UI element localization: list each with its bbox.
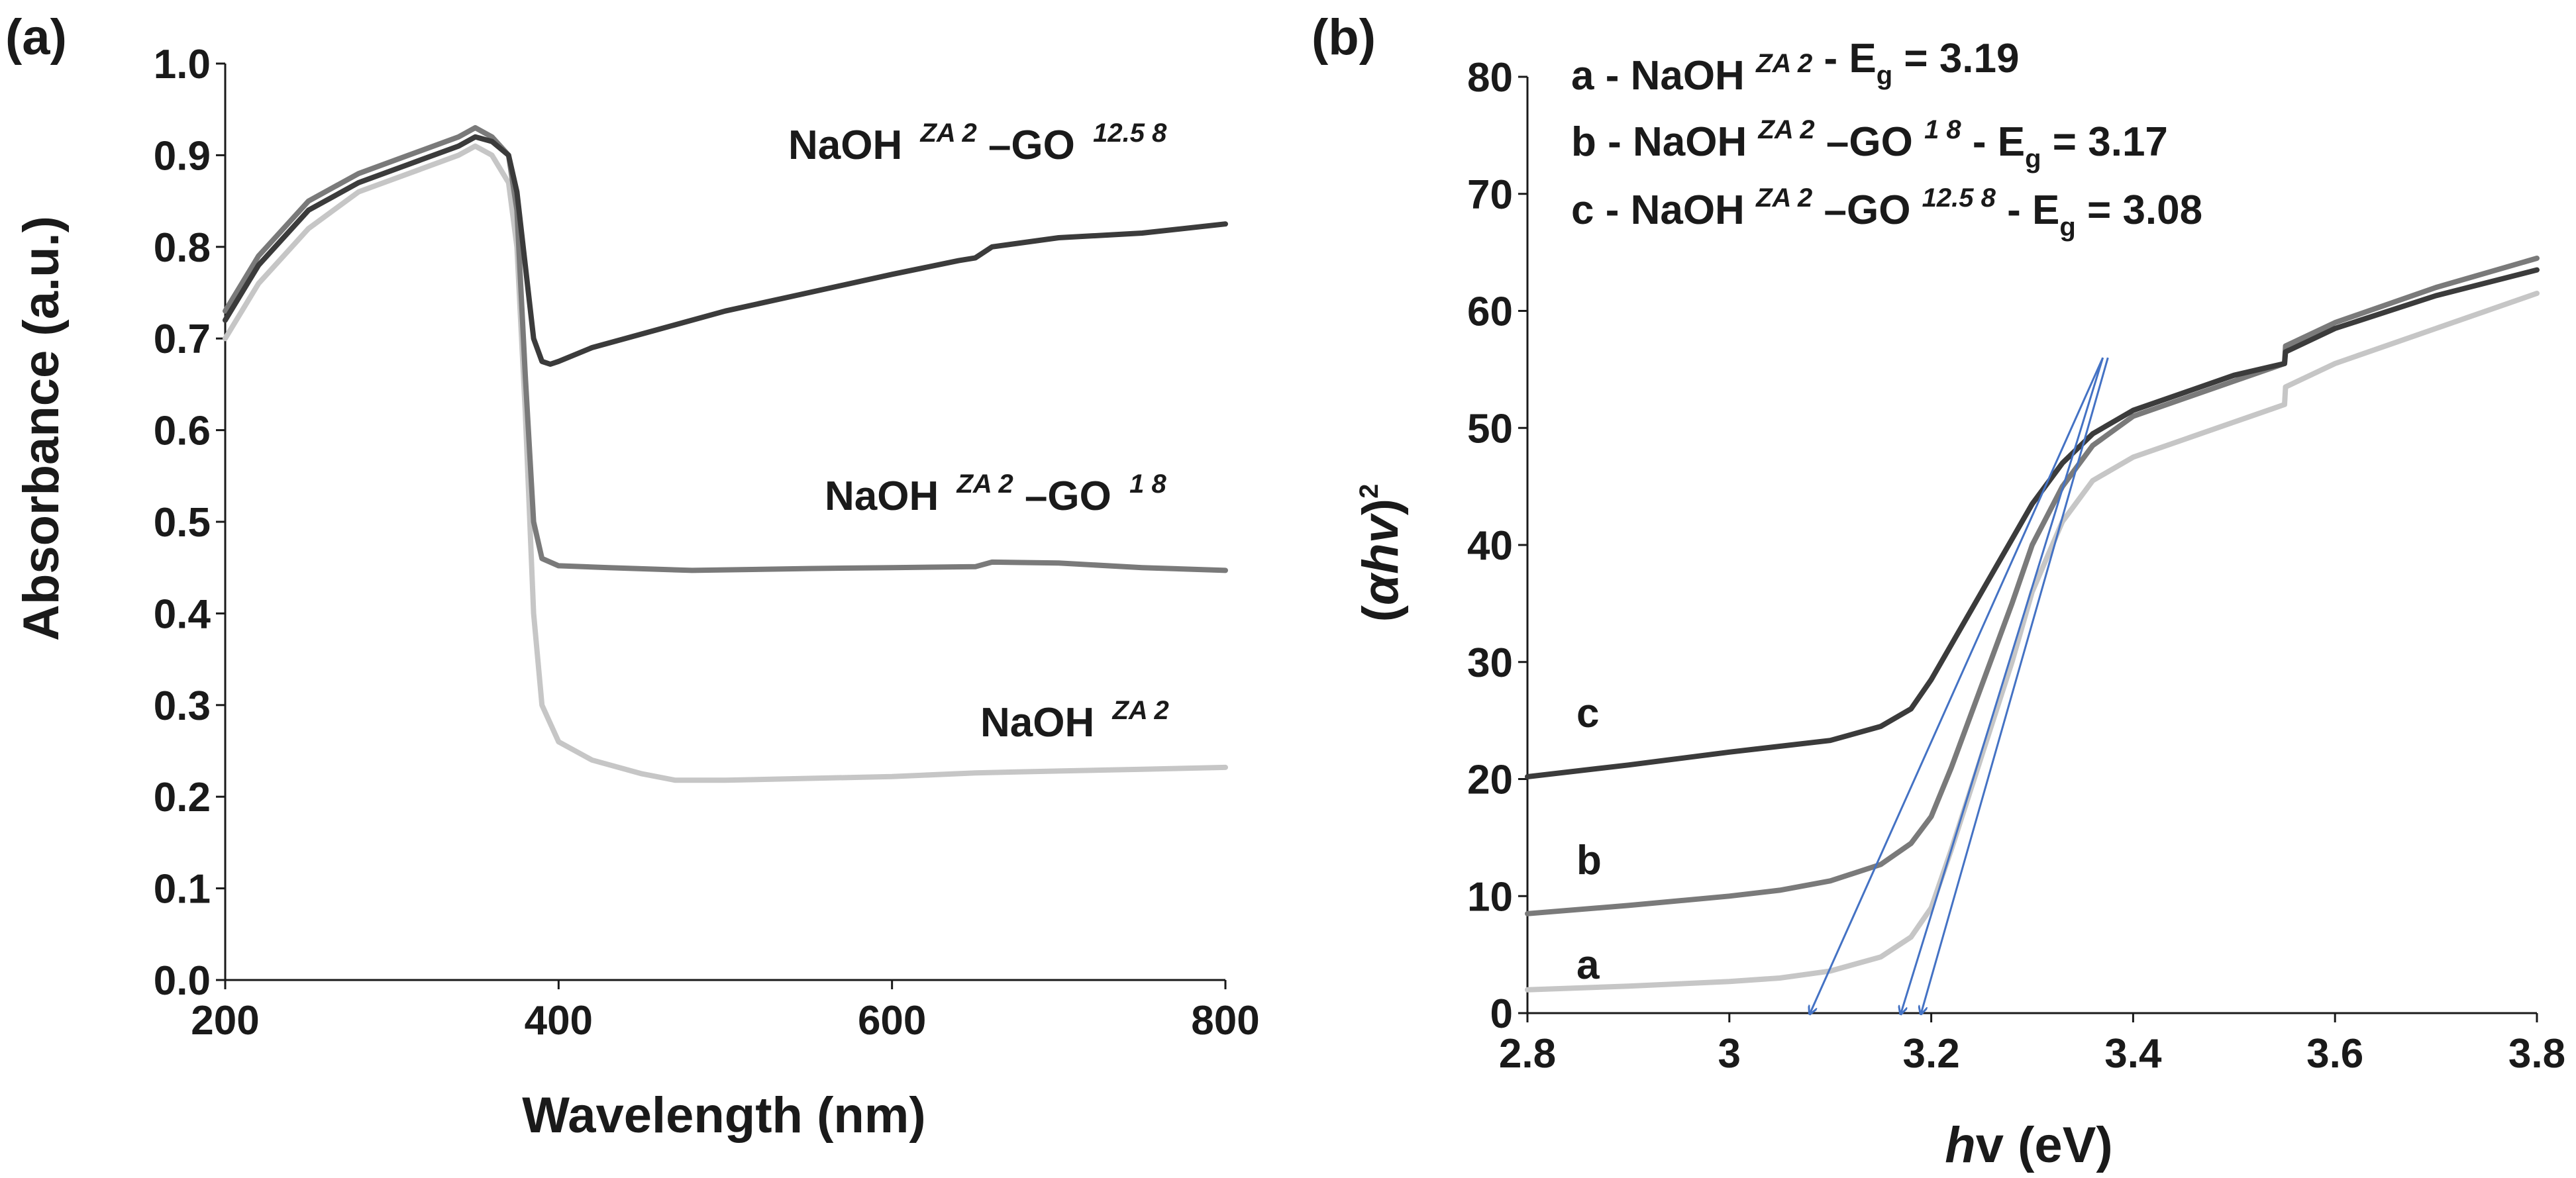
panel-b-tangent-lines	[1810, 357, 2109, 1013]
legend-entry-a: a - NaOH ZA 2 - Eg = 3.19	[1571, 36, 2020, 99]
panel-b-x-tick-label: 3.8	[2508, 1031, 2565, 1077]
panel-b-y-tick-label: 40	[1467, 523, 1513, 569]
panel-b-y-tick-label: 80	[1467, 55, 1513, 101]
tangent-line-c	[1810, 357, 2104, 1013]
panel-b-legend: a - NaOH ZA 2 - Eg = 3.19 b - NaOH ZA 2 …	[1571, 36, 2202, 242]
panel-a-y-tick-label: 0.0	[154, 958, 211, 1004]
panel-b-series	[1525, 256, 2540, 993]
panel-a-y-tick-label: 0.2	[154, 775, 211, 820]
panel-a-ticks: 0.0 0.1 0.2 0.3 0.4 0.5 0.6 0.7 0.8 0.9 1.0 200 400 6…	[154, 42, 1260, 1044]
panel-a-y-tick-label: 0.5	[154, 500, 211, 546]
panel-b-y-tick-label: 70	[1467, 172, 1513, 218]
panel-a-y-tick-label: 0.9	[154, 133, 211, 179]
panel-a-series	[223, 124, 1228, 783]
panel-a-y-tick-label: 0.6	[154, 409, 211, 454]
panel-b-y-tick-label: 20	[1467, 758, 1513, 803]
tangent-line-b	[1901, 357, 2104, 1013]
curve-letter-b: b	[1576, 838, 1602, 883]
tangent-line-a	[1921, 357, 2109, 1013]
panel-b-x-tick-label: 3	[1718, 1031, 1741, 1077]
label-naoh-za2-go18: NaOH ZA 2 –GO 1 8	[825, 456, 1166, 519]
panel-a-series-line	[223, 134, 1228, 367]
panel-b-x-tick-label: 3.6	[2306, 1031, 2363, 1077]
label-naoh-za2: NaOH ZA 2	[980, 696, 1169, 746]
panel-b-x-tick-label: 3.4	[2104, 1031, 2162, 1077]
panel-a-series-line	[223, 143, 1228, 783]
panel-a-y-tick-label: 1.0	[154, 42, 211, 87]
panel-b-y-tick-label: 50	[1467, 406, 1513, 452]
panel-a-xlabel: Wavelength (nm)	[522, 1087, 925, 1144]
panel-a-y-tick-label: 0.8	[154, 225, 211, 271]
panel-b-y-tick-label: 10	[1467, 874, 1513, 920]
legend-entry-c: c - NaOH ZA 2 –GO 12.5 8 - Eg = 3.08	[1571, 170, 2202, 242]
panel-b-ylabel: (αhv)2	[1353, 484, 1409, 622]
panel-b-y-tick-label: 30	[1467, 640, 1513, 686]
panel-b-x-tick-label: 3.2	[1902, 1031, 1959, 1077]
panel-b-ticks: 0 10 20 30 40 50 60 70 80 2.8 3 3.2 3.4 3.6 3.8	[1467, 55, 2565, 1077]
panel-a-y-tick-label: 0.3	[154, 683, 211, 729]
panel-b-label: (b)	[1312, 9, 1376, 66]
panel-a-x-tick-label: 600	[858, 998, 926, 1044]
panel-a-ylabel: Absorbance (a.u.)	[13, 216, 70, 641]
panel-b-y-tick-label: 60	[1467, 289, 1513, 335]
panel-a-x-tick-label: 800	[1191, 998, 1259, 1044]
panel-a-series-line	[223, 124, 1228, 573]
curve-letter-c: c	[1576, 691, 1599, 736]
panel-b-xlabel: hv (eV)	[1945, 1117, 2112, 1173]
panel-b-series-line	[1525, 267, 2540, 779]
panel-b: (b) 0 10 20 30 40 50 60 70 80 2.8 3 3.2 3.4 3.6 3.8 hv…	[1312, 9, 2565, 1173]
panel-a-x-tick-label: 400	[525, 998, 593, 1044]
curve-letter-a: a	[1576, 942, 1600, 988]
panel-b-x-tick-label: 2.8	[1499, 1031, 1556, 1077]
panel-a-y-tick-label: 0.4	[154, 591, 211, 637]
legend-entry-b: b - NaOH ZA 2 –GO 1 8 - Eg = 3.17	[1571, 102, 2168, 173]
panel-a-label: (a)	[5, 9, 67, 66]
panel-a: (a) 0.0 0.1 0.2 0.3 0.4 0.5 0.6 0.7 0.8 0.9 1.0 200…	[5, 9, 1260, 1144]
panel-a-axes	[224, 64, 1225, 981]
panel-a-y-tick-label: 0.1	[154, 867, 211, 912]
panel-b-series-line	[1525, 291, 2540, 993]
panel-b-y-tick-label: 0	[1490, 991, 1513, 1037]
label-naoh-za2-go12.58: NaOH ZA 2 –GO 12.5 8	[788, 105, 1167, 168]
panel-a-x-tick-label: 200	[191, 998, 259, 1044]
panel-a-y-tick-label: 0.7	[154, 317, 211, 362]
